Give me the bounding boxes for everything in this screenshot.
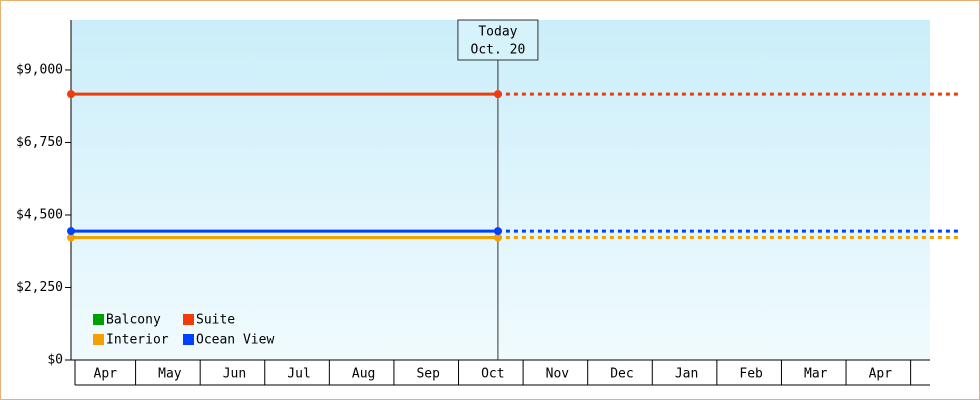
y-tick-label: $9,000	[16, 62, 63, 77]
legend-label: Ocean View	[196, 333, 274, 348]
x-tick-label: Mar	[804, 367, 828, 382]
x-tick-label: May	[158, 367, 182, 382]
x-tick-label: Nov	[546, 367, 570, 382]
x-tick-label: Jul	[287, 367, 310, 382]
today-box	[457, 19, 539, 61]
plot-area	[71, 20, 930, 360]
legend-swatch	[183, 334, 194, 345]
point	[493, 90, 502, 99]
legend-label: Interior	[106, 333, 169, 348]
x-tick-label: Oct	[481, 367, 504, 382]
legend-swatch	[183, 314, 194, 325]
x-tick-label: Apr	[94, 367, 118, 382]
x-tick-label: Dec	[610, 367, 633, 382]
x-tick-label: Apr	[869, 367, 893, 382]
point	[67, 233, 75, 242]
x-tick-label: Jun	[223, 367, 246, 382]
y-tick-label: $0	[47, 353, 63, 368]
legend-swatch	[93, 314, 104, 325]
legend-label: Balcony	[106, 313, 161, 328]
point	[67, 227, 75, 236]
y-tick-label: $2,250	[16, 280, 63, 295]
point	[493, 227, 502, 236]
y-tick-label: $4,500	[16, 207, 63, 222]
x-tick-label: Jan	[675, 367, 698, 382]
x-tick-label: Aug	[352, 367, 375, 382]
legend-swatch	[93, 334, 104, 345]
today-label: Oct. 20	[471, 43, 526, 58]
x-tick-label: Feb	[739, 367, 763, 382]
y-tick-label: $6,750	[16, 135, 63, 150]
point	[493, 233, 502, 242]
today-label: Today	[478, 25, 517, 40]
legend-label: Suite	[196, 313, 235, 328]
x-tick-label: Sep	[416, 367, 440, 382]
point	[67, 90, 75, 99]
